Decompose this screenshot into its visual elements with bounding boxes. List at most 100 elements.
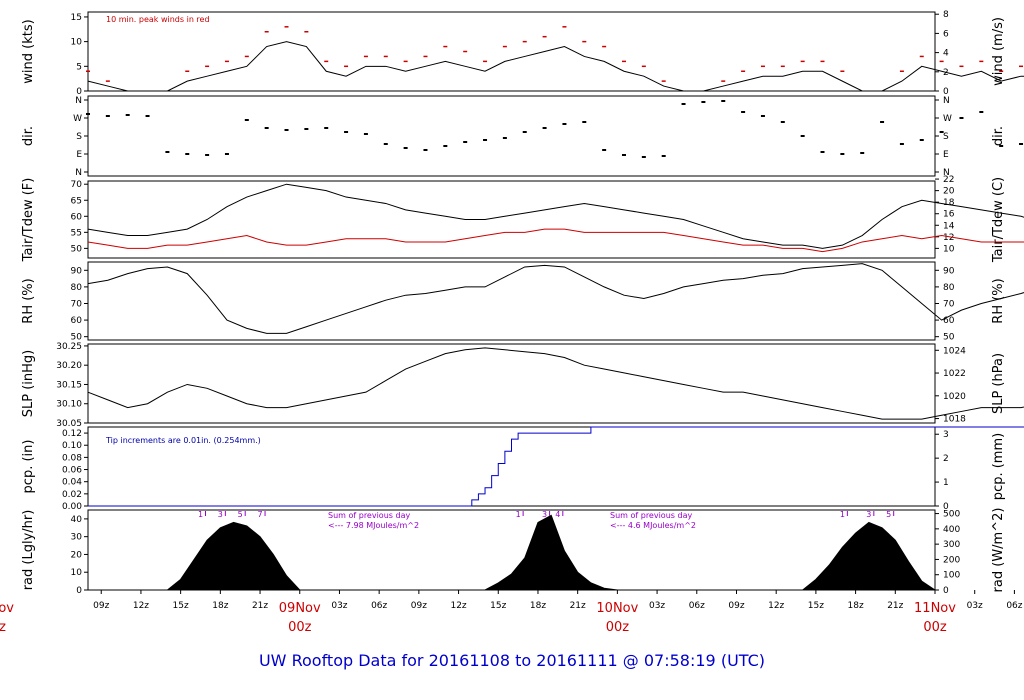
y-tick-label-left: 65 (71, 196, 82, 206)
sun-marker-label: 1 (516, 510, 521, 519)
wind-speed-line (87, 41, 1024, 92)
y-axis-label-left: SLP (inHg) (21, 350, 36, 418)
radiation-area (801, 521, 937, 591)
y-tick-label-right: 18 (943, 198, 955, 208)
y-tick-label-left: 50 (71, 333, 83, 343)
dir-point (185, 153, 190, 155)
dir-point (522, 131, 527, 133)
y-tick-label-left: 30.25 (56, 342, 82, 352)
x-day-hour-label: 00z (606, 620, 630, 635)
y-tick-label-left: 30 (71, 533, 83, 543)
x-day-hour-label: 00z (288, 620, 312, 635)
dir-point (244, 119, 249, 121)
panel-frame (87, 180, 936, 259)
y-tick-label-right: 500 (943, 510, 960, 520)
y-tick-label-right: 1024 (943, 346, 966, 356)
x-tick-label: 15z (808, 601, 824, 611)
tair-line (87, 183, 1024, 249)
radiation-area (165, 521, 301, 591)
x-tick-label: 12z (450, 601, 466, 611)
x-tick-label: 18z (530, 601, 546, 611)
y-tick-label-left: 0.02 (62, 490, 82, 500)
y-axis-label-right: pcp. (mm) (991, 433, 1006, 500)
x-day-hour-label-clipped: z (0, 620, 6, 635)
sun-marker-label: 3 (218, 510, 223, 519)
y-tick-label-right: 16 (943, 210, 955, 220)
y-tick-label-left: 0 (76, 87, 82, 97)
chart-title: UW Rooftop Data for 20161108 to 20161111… (258, 651, 766, 670)
panel-frame (87, 343, 936, 424)
dir-point (284, 129, 289, 131)
y-tick-label-left: 60 (71, 212, 83, 222)
panel-frame (87, 261, 936, 341)
y-tick-label-left: 30.05 (56, 419, 82, 429)
y-tick-label-left: 70 (71, 180, 83, 190)
y-tick-label-right: 0 (943, 87, 949, 97)
y-axis-label-left: pcp. (in) (21, 440, 36, 494)
y-axis-label-left: RH (%) (21, 278, 36, 323)
y-tick-label-left: 60 (71, 316, 83, 326)
x-tick-label: 06z (689, 601, 705, 611)
x-tick-label: 03z (967, 601, 983, 611)
y-tick-label-left: E (76, 150, 82, 160)
y-axis-label-right: SLP (hPa) (991, 353, 1006, 414)
y-tick-label-left: 10 (71, 38, 83, 48)
y-tick-label-right: S (943, 132, 949, 142)
y-tick-label-right: 70 (943, 299, 955, 309)
dir-point (86, 113, 90, 115)
dir-point (264, 127, 269, 129)
y-tick-label-right: 0 (943, 502, 949, 512)
y-tick-label-right: 400 (943, 525, 960, 535)
dir-point (979, 111, 984, 113)
y-tick-label-left: 15 (71, 13, 82, 23)
y-axis-label-left: dir. (21, 126, 36, 146)
dir-point (324, 127, 329, 129)
dir-point (661, 155, 666, 157)
dir-point (939, 131, 944, 133)
dir-point (582, 121, 587, 123)
y-tick-label-right: 1018 (943, 415, 966, 425)
radiation-sum-line2: <--- 7.98 MJoules/m^2 (328, 521, 419, 530)
y-tick-label-left: S (76, 132, 82, 142)
y-axis-label-right: dir. (991, 126, 1006, 146)
wind-annotation: 10 min. peak winds in red (106, 15, 210, 24)
radiation-sum-line1: Sum of previous day (610, 511, 692, 520)
x-day-label: 09Nov (279, 601, 321, 616)
dir-point (840, 153, 845, 155)
y-tick-label-left: 55 (71, 228, 82, 238)
y-tick-label-right: E (943, 150, 949, 160)
y-tick-label-left: 0.04 (62, 478, 82, 488)
dir-point (999, 145, 1004, 147)
y-tick-label-left: 20 (71, 550, 83, 560)
rh-line (87, 263, 1024, 334)
x-tick-label: 21z (570, 601, 586, 611)
x-tick-label: 12z (133, 601, 149, 611)
y-tick-label-right: 1 (943, 478, 949, 488)
x-tick-label: 12z (768, 601, 784, 611)
y-axis-label-right: wind (m/s) (991, 17, 1006, 86)
y-tick-label-left: 0 (76, 586, 82, 596)
y-axis-label-left: Tair/Tdew (F) (21, 178, 36, 263)
sun-marker-label: 1 (198, 510, 203, 519)
y-tick-label-right: 1022 (943, 369, 966, 379)
dir-point (542, 127, 547, 129)
y-tick-label-left: 30.20 (56, 361, 82, 371)
dir-point (165, 151, 170, 153)
dir-point (304, 128, 309, 130)
y-tick-label-left: N (75, 96, 82, 106)
y-tick-label-right: W (943, 114, 952, 124)
y-tick-label-left: 50 (71, 244, 83, 254)
x-day-label: 11Nov (914, 601, 956, 616)
y-axis-label-left: wind (kts) (21, 19, 36, 83)
sun-marker-label: 4 (555, 510, 560, 519)
dir-point (919, 139, 924, 141)
sun-marker-label: 1 (840, 510, 845, 519)
y-tick-label-right: 20 (943, 187, 955, 197)
dir-point (105, 115, 110, 117)
dir-point (800, 135, 805, 137)
y-tick-label-left: 5 (76, 62, 82, 72)
slp-line (87, 347, 1024, 420)
y-tick-label-right: 200 (943, 555, 960, 565)
x-tick-label: 21z (887, 601, 903, 611)
